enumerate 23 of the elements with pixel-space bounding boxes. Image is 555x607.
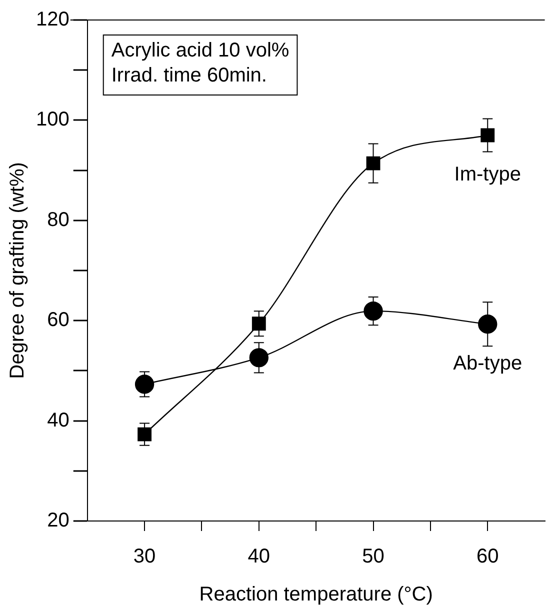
y-tick-label: 80 xyxy=(47,208,70,231)
y-tick-label: 100 xyxy=(36,108,70,131)
series-label: Ab-type xyxy=(453,352,522,375)
point xyxy=(364,301,383,321)
series-label: Im-type xyxy=(454,164,521,186)
x-tick-label: 50 xyxy=(362,546,384,568)
y-tick-label: 40 xyxy=(47,409,70,432)
y-tick-label: 60 xyxy=(47,309,70,332)
y-tick-label: 20 xyxy=(47,510,70,532)
point xyxy=(366,156,380,170)
point xyxy=(134,374,154,394)
y-axis-title: Degree of grafting (wt%) xyxy=(6,162,29,379)
y-tick-label: 120 xyxy=(36,8,70,31)
point xyxy=(480,128,495,142)
x-tick-label: 30 xyxy=(133,546,156,568)
point xyxy=(138,427,152,442)
x-axis-title: Reaction temperature (°C) xyxy=(199,584,433,606)
point xyxy=(252,316,266,331)
x-tick-label: 60 xyxy=(476,546,499,568)
point xyxy=(478,314,498,334)
x-tick-label: 40 xyxy=(248,546,270,568)
annotation: Acrylic acid 10 vol% Irrad. time 60min. xyxy=(111,40,290,87)
point xyxy=(249,348,269,368)
